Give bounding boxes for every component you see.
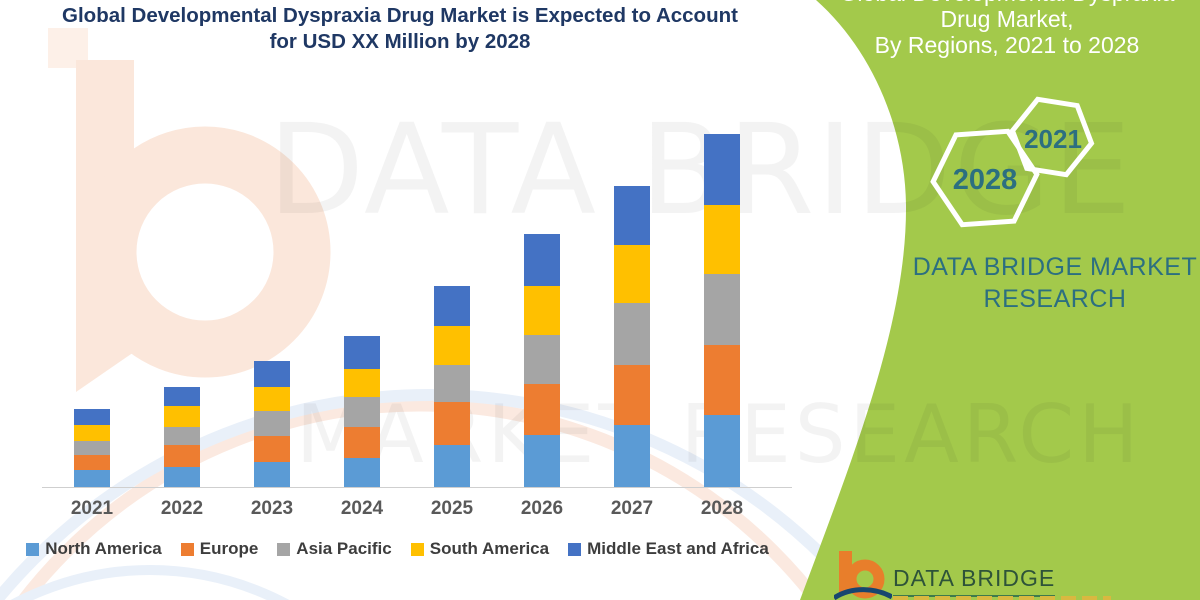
bar-segment-europe	[74, 455, 110, 470]
legend-swatch-icon	[26, 542, 40, 556]
bar-segment-middle-east-and-africa	[164, 387, 200, 406]
bar-segment-north-america	[524, 435, 560, 487]
bar-segment-north-america	[614, 425, 650, 487]
bar-segment-middle-east-and-africa	[524, 234, 560, 286]
x-axis-label-2027: 2027	[610, 498, 654, 519]
legend-item-asia-pacific: Asia Pacific	[277, 539, 392, 559]
x-axis-label-2028: 2028	[700, 498, 744, 519]
bar-segment-south-america	[74, 425, 110, 441]
chart-title: Global Developmental Dyspraxia Drug Mark…	[28, 3, 772, 55]
bar-segment-north-america	[254, 462, 290, 487]
bar-segment-north-america	[434, 445, 470, 487]
bar-segment-south-america	[164, 406, 200, 427]
x-axis-label-2024: 2024	[340, 498, 384, 519]
legend-label: Asia Pacific	[296, 539, 392, 558]
legend-swatch-icon	[180, 542, 194, 556]
bar-segment-asia-pacific	[704, 274, 740, 345]
bar-segment-south-america	[254, 387, 290, 411]
hexagon-2028-icon	[930, 128, 1040, 228]
legend-item-south-america: South America	[410, 539, 550, 559]
legend-item-middle-east-and-africa: Middle East and Africa	[568, 539, 769, 559]
bar-segment-asia-pacific	[164, 427, 200, 445]
bar-segment-asia-pacific	[614, 303, 650, 365]
legend-item-north-america: North America	[26, 539, 162, 559]
legend-item-europe: Europe	[180, 539, 259, 559]
hexagon-2028-label: 2028	[952, 164, 1018, 196]
bar-segment-europe	[164, 445, 200, 467]
bar-segment-north-america	[344, 458, 380, 487]
bar-segment-middle-east-and-africa	[614, 186, 650, 245]
bar-segment-north-america	[74, 470, 110, 487]
bar-segment-middle-east-and-africa	[704, 134, 740, 205]
stacked-bar-2024	[344, 336, 380, 487]
x-axis-line	[42, 487, 792, 488]
hexagon-2021-icon	[1009, 96, 1095, 178]
side-panel-title-line2: Drug Market,	[940, 6, 1074, 32]
side-panel-title-line3: By Regions, 2021 to 2028	[874, 32, 1140, 58]
bar-segment-north-america	[164, 467, 200, 487]
legend-label: South America	[429, 539, 550, 558]
bar-segment-europe	[704, 345, 740, 415]
bar-segment-middle-east-and-africa	[254, 361, 290, 387]
footer-subline-cut-decoration	[893, 596, 1111, 600]
bar-segment-south-america	[524, 286, 560, 335]
bar-segment-asia-pacific	[344, 397, 380, 427]
stacked-bar-2026	[524, 234, 560, 487]
stacked-bar-2027	[614, 186, 650, 487]
x-axis-label-2021: 2021	[70, 498, 114, 519]
bar-segment-asia-pacific	[74, 441, 110, 455]
footer-brand-text: DATA BRIDGE	[893, 565, 1056, 597]
bar-segment-europe	[614, 365, 650, 425]
side-panel-brand-line1: DATA BRIDGE MARKET	[912, 253, 1198, 281]
legend-swatch-icon	[410, 542, 424, 556]
bar-segment-asia-pacific	[434, 365, 470, 402]
x-axis-label-2026: 2026	[520, 498, 564, 519]
chart-title-line1: Global Developmental Dyspraxia Drug Mark…	[62, 4, 738, 27]
legend-label: Middle East and Africa	[587, 539, 769, 558]
bar-segment-europe	[254, 436, 290, 462]
bar-segment-north-america	[704, 415, 740, 487]
hexagon-2021-label: 2021	[1024, 124, 1082, 154]
chart-title-line2: for USD XX Million by 2028	[269, 30, 531, 53]
side-panel-title: Global Developmental Dyspraxia Drug Mark…	[818, 0, 1196, 58]
stacked-bar-2022	[164, 387, 200, 487]
bar-segment-south-america	[344, 369, 380, 397]
stacked-bar-2023	[254, 361, 290, 487]
stacked-bar-2025	[434, 286, 470, 487]
legend-label: North America	[45, 539, 162, 558]
bar-segment-middle-east-and-africa	[344, 336, 380, 369]
side-panel-title-line1-cut: Global Developmental Dyspraxia	[818, 0, 1196, 6]
legend-swatch-icon	[277, 542, 291, 556]
hexagon-icons	[930, 96, 1095, 228]
bar-segment-asia-pacific	[524, 335, 560, 384]
bar-segment-south-america	[704, 205, 740, 274]
bar-segment-middle-east-and-africa	[74, 409, 110, 425]
bar-segment-asia-pacific	[254, 411, 290, 436]
data-bridge-logo-icon	[834, 551, 892, 600]
bar-segment-south-america	[614, 245, 650, 303]
legend-label: Europe	[199, 539, 259, 558]
bar-segment-europe	[344, 427, 380, 458]
x-axis-label-2023: 2023	[250, 498, 294, 519]
legend-swatch-icon	[568, 542, 582, 556]
x-axis-label-2025: 2025	[430, 498, 474, 519]
side-panel-brand-line2: RESEARCH	[983, 285, 1127, 313]
bar-segment-middle-east-and-africa	[434, 286, 470, 326]
bar-segment-south-america	[434, 326, 470, 365]
bar-segment-europe	[434, 402, 470, 445]
side-panel-brand: DATA BRIDGE MARKET RESEARCH	[880, 251, 1200, 315]
x-axis-label-2022: 2022	[160, 498, 204, 519]
stacked-bar-2021	[74, 409, 110, 487]
bar-segment-europe	[524, 384, 560, 435]
stacked-bar-2028	[704, 134, 740, 487]
chart-legend: North America Europe Asia Pacific South Ame…	[0, 539, 795, 559]
